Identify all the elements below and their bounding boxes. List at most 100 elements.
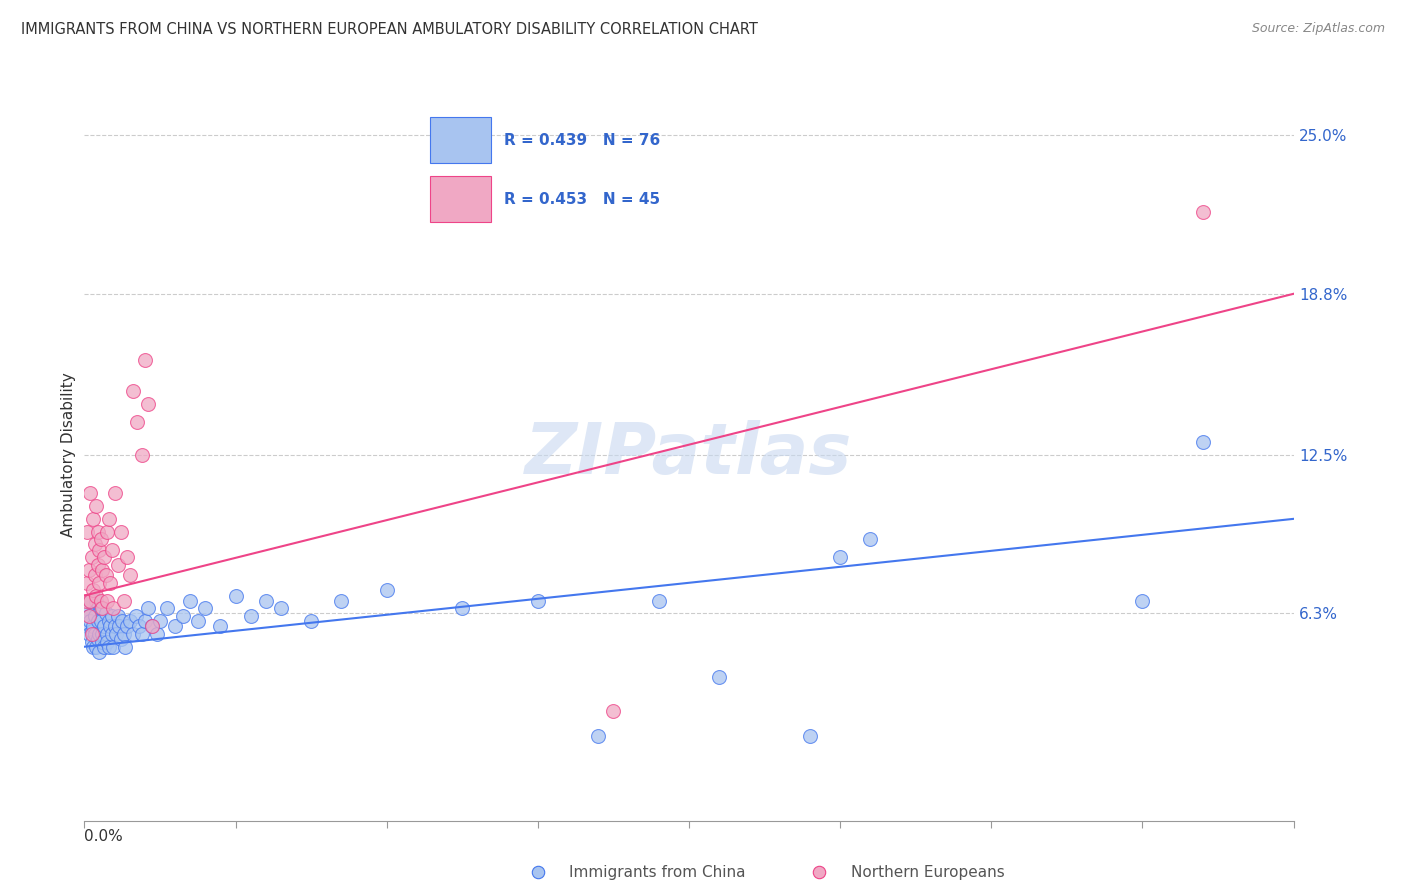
- Point: [90, 533, 112, 547]
- Point: [107, 609, 129, 624]
- Point: [77, 609, 100, 624]
- Point: [118, 614, 141, 628]
- Point: [709, 670, 731, 684]
- Point: [107, 558, 129, 572]
- Point: [79, 593, 101, 607]
- Point: [225, 589, 247, 603]
- Point: [82, 583, 104, 598]
- Point: [87, 524, 110, 539]
- Point: [91, 627, 114, 641]
- Point: [187, 614, 209, 628]
- Point: [93, 550, 115, 565]
- Point: [451, 601, 474, 615]
- Point: [270, 601, 292, 615]
- Point: [179, 593, 201, 607]
- Point: [830, 550, 852, 565]
- Point: [79, 593, 101, 607]
- Point: [141, 619, 163, 633]
- Point: [96, 524, 118, 539]
- Point: [98, 575, 121, 590]
- Point: [77, 609, 100, 624]
- Point: [101, 640, 124, 654]
- Text: Northern Europeans: Northern Europeans: [851, 865, 1004, 880]
- Point: [375, 583, 398, 598]
- Point: [75, 593, 97, 607]
- Point: [149, 614, 172, 628]
- Point: [91, 634, 114, 648]
- Point: [602, 704, 624, 718]
- Point: [588, 729, 610, 743]
- Point: [87, 614, 110, 628]
- Y-axis label: Ambulatory Disability: Ambulatory Disability: [60, 373, 76, 537]
- Point: [79, 486, 101, 500]
- Point: [527, 865, 550, 880]
- Point: [112, 593, 135, 607]
- Point: [84, 609, 107, 624]
- Point: [330, 593, 353, 607]
- Point: [91, 563, 114, 577]
- Point: [127, 415, 149, 429]
- Point: [75, 601, 97, 615]
- Point: [1192, 205, 1215, 219]
- Point: [136, 397, 159, 411]
- Point: [527, 593, 550, 607]
- Point: [121, 627, 143, 641]
- Point: [76, 575, 98, 590]
- Point: [96, 634, 118, 648]
- Point: [84, 537, 107, 551]
- Text: Source: ZipAtlas.com: Source: ZipAtlas.com: [1251, 22, 1385, 36]
- Point: [115, 619, 138, 633]
- Point: [115, 550, 138, 565]
- Point: [156, 601, 179, 615]
- Text: Immigrants from China: Immigrants from China: [569, 865, 747, 880]
- Point: [648, 593, 671, 607]
- Point: [110, 632, 132, 646]
- Text: ZIPatlas: ZIPatlas: [526, 420, 852, 490]
- Point: [77, 563, 100, 577]
- Point: [146, 627, 169, 641]
- Point: [110, 524, 132, 539]
- Point: [100, 627, 122, 641]
- Point: [80, 550, 103, 565]
- Point: [799, 729, 821, 743]
- Point: [86, 593, 108, 607]
- Point: [87, 632, 110, 646]
- Point: [89, 542, 111, 557]
- Point: [96, 627, 118, 641]
- Point: [101, 601, 124, 615]
- Point: [131, 448, 153, 462]
- Point: [141, 619, 163, 633]
- Point: [97, 614, 120, 628]
- Point: [209, 619, 232, 633]
- Point: [93, 640, 115, 654]
- Point: [90, 614, 112, 628]
- Point: [105, 627, 128, 641]
- Point: [76, 619, 98, 633]
- Point: [84, 627, 107, 641]
- Point: [89, 645, 111, 659]
- Point: [194, 601, 217, 615]
- Point: [165, 619, 187, 633]
- Point: [125, 609, 148, 624]
- Point: [93, 619, 115, 633]
- Point: [82, 640, 104, 654]
- Point: [299, 614, 322, 628]
- Text: 0.0%: 0.0%: [84, 830, 124, 844]
- Point: [79, 614, 101, 628]
- Point: [104, 619, 127, 633]
- Point: [97, 512, 120, 526]
- Point: [100, 542, 122, 557]
- Point: [82, 619, 104, 633]
- Point: [80, 627, 103, 641]
- Point: [111, 614, 134, 628]
- Point: [91, 601, 114, 615]
- Point: [89, 627, 111, 641]
- Point: [77, 627, 100, 641]
- Point: [100, 609, 122, 624]
- Point: [94, 607, 117, 621]
- Point: [131, 627, 153, 641]
- Point: [86, 499, 108, 513]
- Point: [94, 568, 117, 582]
- Point: [96, 593, 118, 607]
- Point: [108, 619, 131, 633]
